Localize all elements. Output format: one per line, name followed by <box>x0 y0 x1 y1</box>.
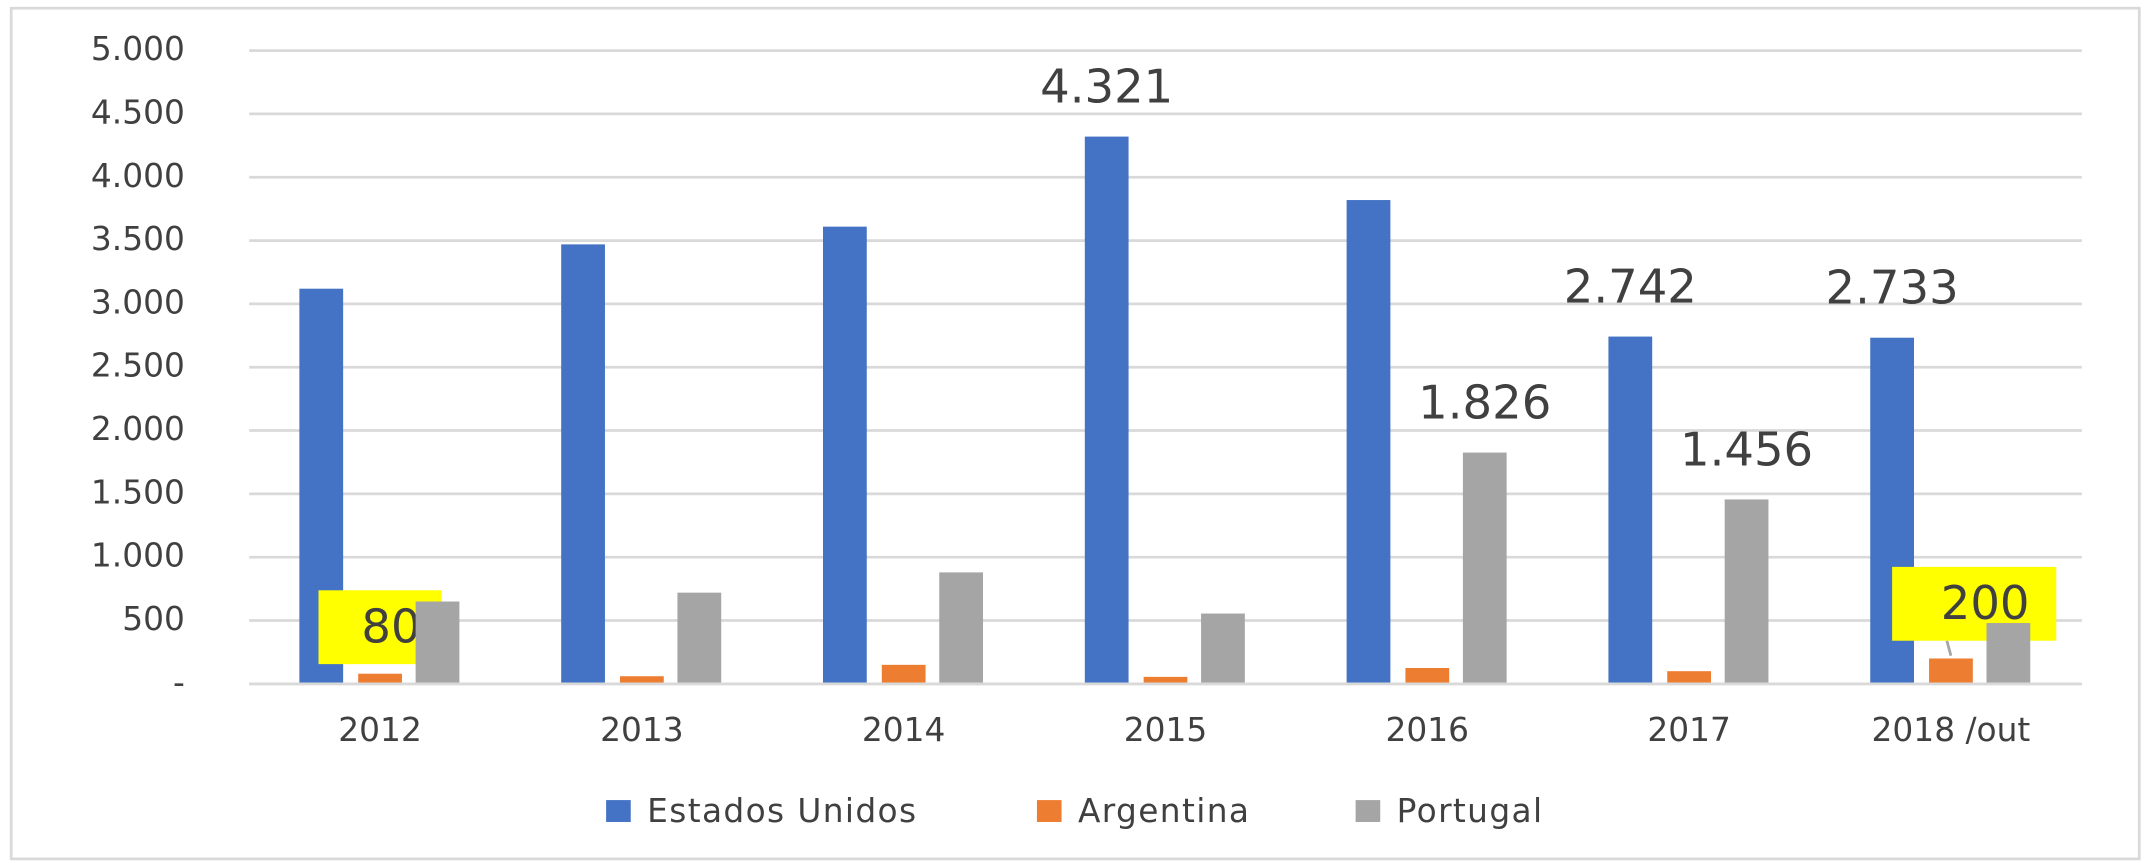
y-tick-label: 2.000 <box>91 410 185 448</box>
bar <box>1462 452 1507 684</box>
y-tick-label: 4.500 <box>91 93 185 131</box>
data-label: 2.742 <box>1564 260 1697 314</box>
bar <box>881 664 926 684</box>
bar <box>415 601 460 684</box>
legend-label: Portugal <box>1397 792 1544 830</box>
bar <box>822 226 867 684</box>
y-tick-label: 1.000 <box>91 537 185 575</box>
y-tick-label: - <box>173 663 185 701</box>
bar <box>1201 613 1245 684</box>
y-tick-label: 3.500 <box>91 220 185 258</box>
data-label: 1.456 <box>1680 422 1813 476</box>
bar <box>1667 671 1712 684</box>
chart-frame <box>9 6 2141 861</box>
x-tick-label: 2015 <box>1124 711 1208 749</box>
bar <box>1346 200 1391 684</box>
y-tick-label: 1.500 <box>91 473 185 511</box>
y-tick-label: 2.500 <box>91 347 185 385</box>
bar <box>677 592 722 684</box>
y-tick-label: 5.000 <box>91 30 185 68</box>
bar <box>1986 623 2031 684</box>
leader-line <box>1945 640 1953 657</box>
bar <box>1143 676 1188 684</box>
legend-swatch <box>1355 800 1381 822</box>
x-tick-label: 2017 <box>1647 711 1731 749</box>
bar <box>358 673 402 684</box>
legend-swatch <box>606 800 631 822</box>
legend-label: Argentina <box>1078 792 1250 830</box>
bar <box>619 676 664 684</box>
bar <box>1084 136 1129 684</box>
x-tick-label: 2018 /out <box>1872 711 2031 749</box>
x-tick-label: 2012 <box>338 711 422 749</box>
x-tick-label: 2016 <box>1386 711 1470 749</box>
y-tick-label: 500 <box>122 600 185 638</box>
data-label: 4.321 <box>1040 60 1173 114</box>
bar <box>1405 668 1450 684</box>
x-tick-label: 2013 <box>600 711 684 749</box>
x-tick-label: 2014 <box>862 711 946 749</box>
data-label: 2.733 <box>1826 261 1959 315</box>
data-label: 80 <box>361 599 420 653</box>
y-tick-label: 3.000 <box>91 283 185 321</box>
y-tick-label: 4.000 <box>91 157 185 195</box>
bar <box>1929 658 1973 684</box>
legend-label: Estados Unidos <box>647 792 917 830</box>
legend-swatch <box>1036 800 1062 822</box>
bar <box>1724 499 1769 684</box>
bar <box>1608 336 1653 684</box>
bar <box>561 244 605 684</box>
data-label: 200 <box>1941 576 2030 630</box>
bar <box>939 572 984 684</box>
data-label: 1.826 <box>1418 376 1551 430</box>
